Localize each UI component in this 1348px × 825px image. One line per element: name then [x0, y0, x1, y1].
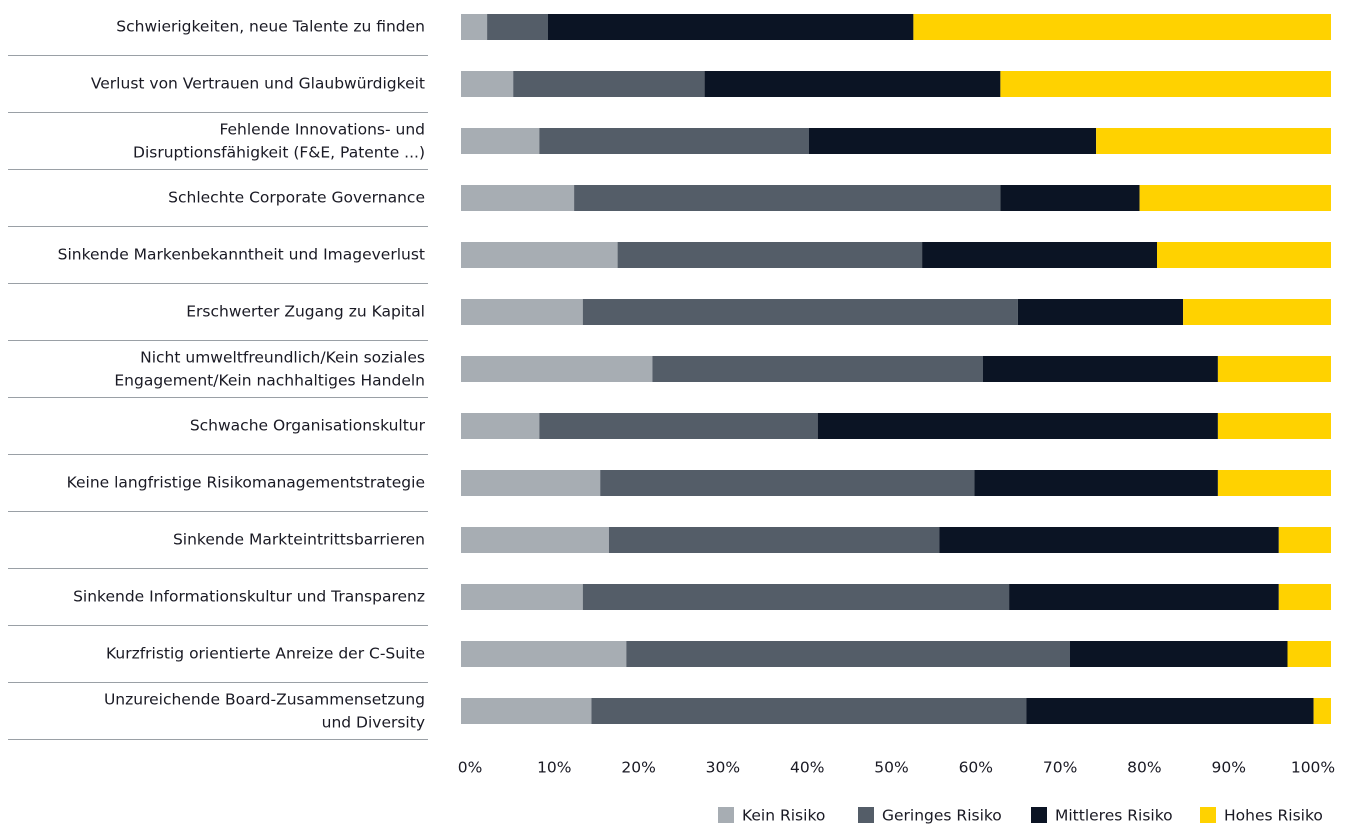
x-tick-label: 60% — [959, 759, 993, 777]
x-tick-label: 100% — [1291, 759, 1335, 777]
bar-segment — [600, 470, 975, 496]
bar-segment — [1000, 185, 1140, 211]
bar-segment — [1026, 698, 1314, 724]
bar-segment — [461, 413, 540, 439]
bar-segment — [1287, 641, 1331, 667]
bar-segment — [608, 527, 940, 553]
x-tick-label: 70% — [1043, 759, 1077, 777]
y-tick-label: Sinkende Markenbekanntheit und Imageverl… — [58, 246, 425, 264]
x-tick-label: 10% — [537, 759, 571, 777]
bar-segment — [487, 14, 548, 40]
bar-segment — [1217, 470, 1331, 496]
y-tick-label: Keine langfristige Risikomanagementstrat… — [67, 474, 425, 492]
x-tick-label: 90% — [1211, 759, 1245, 777]
bar-segment — [539, 128, 809, 154]
bar-segment — [461, 242, 618, 268]
bar-segment — [591, 698, 1027, 724]
bar-segment — [1009, 584, 1279, 610]
bar-segment — [974, 470, 1218, 496]
bar-segment — [1000, 71, 1331, 97]
bar-segment — [983, 356, 1218, 382]
bar-segment — [461, 641, 627, 667]
bar-segment — [1183, 299, 1331, 325]
legend-label: Geringes Risiko — [882, 807, 1002, 825]
legend-swatch — [1031, 807, 1047, 823]
x-tick-label: 20% — [621, 759, 655, 777]
bar-segment — [513, 71, 705, 97]
bar-segment — [1096, 128, 1331, 154]
bar-segment — [1139, 185, 1331, 211]
legend-label: Mittleres Risiko — [1055, 807, 1173, 825]
y-tick-label: Schlechte Corporate Governance — [168, 189, 425, 207]
x-tick-label: 40% — [790, 759, 824, 777]
y-tick-label: Kurzfristig orientierte Anreize der C-Su… — [106, 645, 425, 663]
x-tick-label: 30% — [706, 759, 740, 777]
bar-segment — [1157, 242, 1331, 268]
bar-segment — [652, 356, 983, 382]
bar-segment — [461, 71, 514, 97]
y-tick-label: Schwache Organisationskultur — [190, 417, 426, 435]
y-tick-label: Sinkende Informationskultur und Transpar… — [73, 588, 425, 606]
bar-segment — [461, 128, 540, 154]
legend-swatch — [718, 807, 734, 823]
bar-segment — [582, 299, 1018, 325]
bar-segment — [461, 698, 592, 724]
bar-segment — [1217, 356, 1331, 382]
y-tick-label: Nicht umweltfreundlich/Kein soziales Enga… — [114, 348, 425, 389]
bar-segment — [704, 71, 1001, 97]
legend-swatch — [858, 807, 874, 823]
bar-segment — [539, 413, 818, 439]
y-tick-label: Unzureichende Board-Zusammensetzung und D… — [104, 690, 425, 731]
bar-segment — [461, 185, 575, 211]
y-tick-label: Erschwerter Zugang zu Kapital — [186, 303, 425, 321]
legend-swatch — [1200, 807, 1216, 823]
bar-segment — [922, 242, 1157, 268]
x-tick-label: 50% — [874, 759, 908, 777]
bar-segment — [1070, 641, 1288, 667]
bar-segment — [1278, 527, 1331, 553]
y-tick-label: Schwierigkeiten, neue Talente zu finden — [116, 18, 425, 36]
bar-segment — [817, 413, 1218, 439]
bar-segment — [1278, 584, 1331, 610]
bar-segment — [461, 470, 601, 496]
bar-segment — [617, 242, 923, 268]
y-tick-label: Verlust von Vertrauen und Glaubwürdigkei… — [91, 75, 425, 93]
bar-segment — [461, 299, 583, 325]
x-tick-label: 0% — [458, 759, 483, 777]
bar-segment — [461, 14, 488, 40]
bar-segment — [461, 584, 583, 610]
bar-segment — [939, 527, 1279, 553]
bar-segment — [1217, 413, 1331, 439]
bar-segment — [913, 14, 1331, 40]
bar-segment — [1017, 299, 1184, 325]
y-tick-label: Sinkende Markteintrittsbarrieren — [173, 531, 425, 549]
bar-segment — [461, 356, 653, 382]
bar-segment — [809, 128, 1097, 154]
bar-segment — [574, 185, 1001, 211]
bar-segment — [1313, 698, 1331, 724]
x-tick-label: 80% — [1127, 759, 1161, 777]
bar-segment — [548, 14, 914, 40]
bar-segment — [582, 584, 1010, 610]
bar-segment — [461, 527, 609, 553]
y-tick-label: Fehlende Innovations- und Disruptionsfähi… — [133, 120, 425, 161]
legend-label: Kein Risiko — [742, 807, 825, 825]
bar-segment — [626, 641, 1070, 667]
legend-label: Hohes Risiko — [1224, 807, 1323, 825]
